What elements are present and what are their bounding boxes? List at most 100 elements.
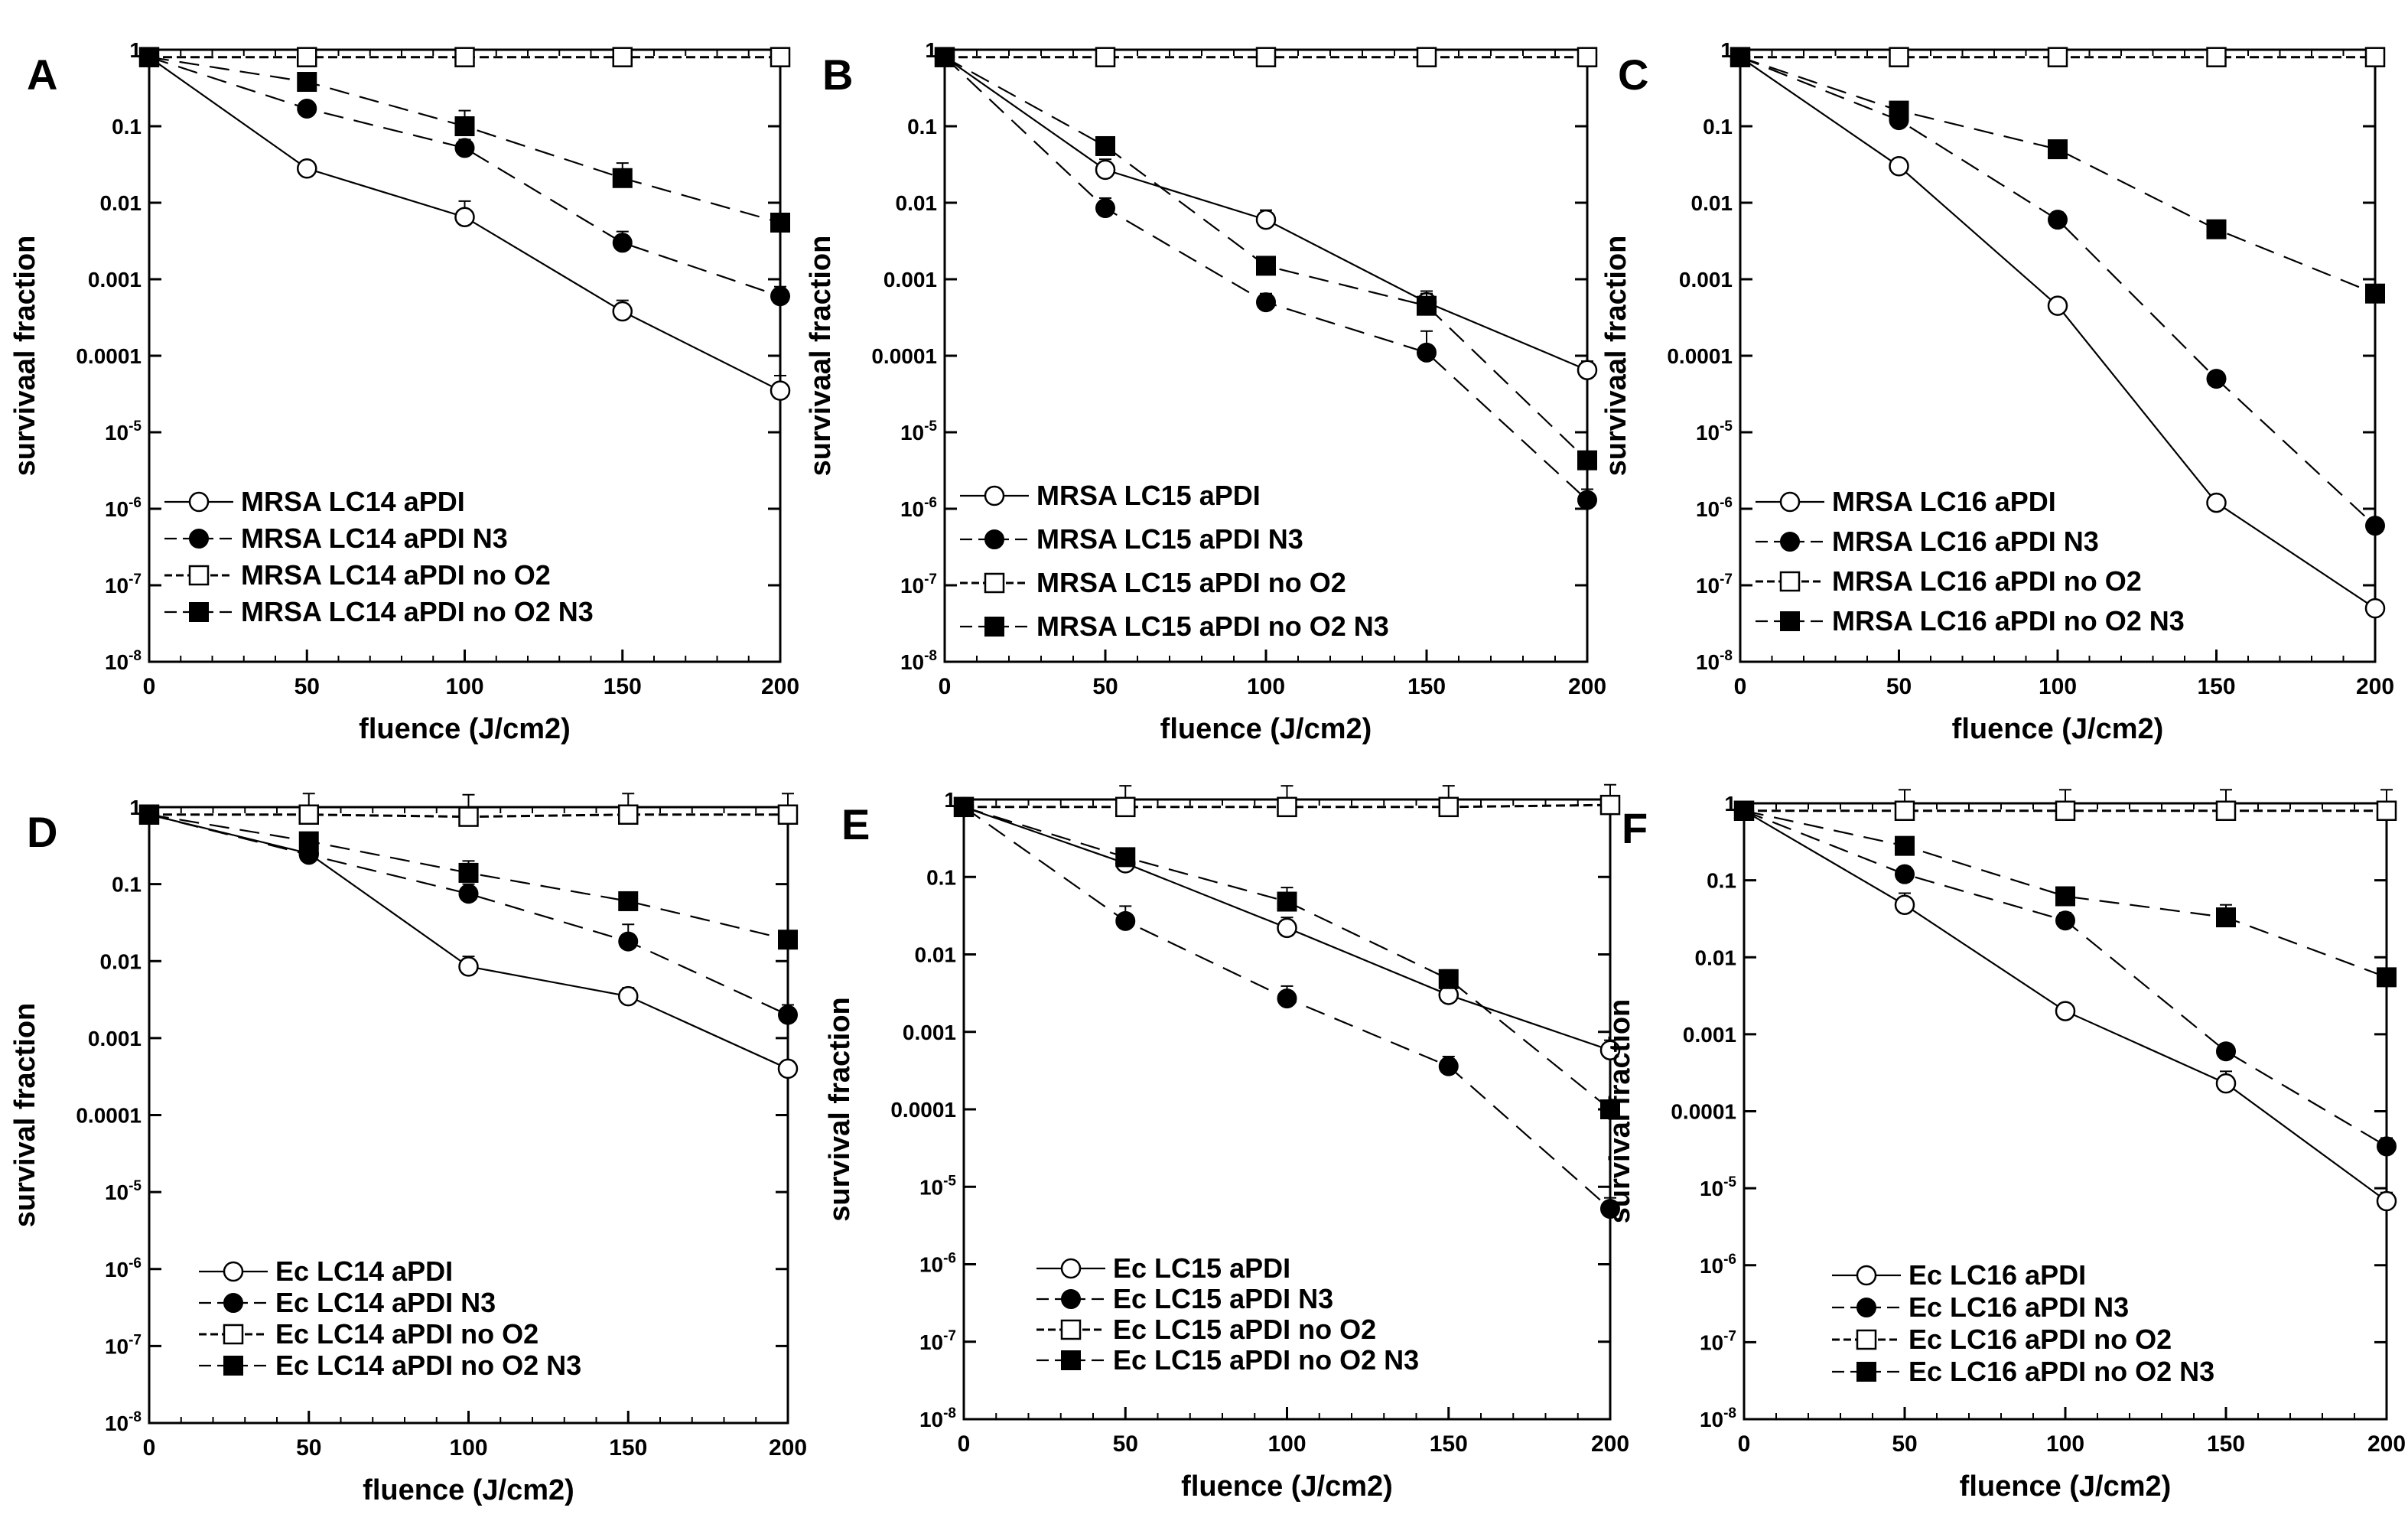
data-point [1417,295,1437,316]
series-line [1739,56,2376,295]
x-tick-label: 0 [939,674,952,699]
legend-marker [1780,532,1800,552]
data-point [1095,198,1115,219]
legend-label: MRSA LC14 aPDI no O2 [241,559,551,591]
y-axis-label: survival fraction [1604,999,1636,1224]
data-point [139,804,159,825]
chart-panel-f: F 0 50 100 150 200 1 0.1 0.01 0.001 0.0001 10-5 10-6… [1604,789,2406,1503]
data-point [2206,492,2227,513]
data-point [1600,1099,1620,1119]
x-tick-label: 50 [1113,1431,1138,1457]
data-point [618,985,639,1007]
series-3 [138,793,799,827]
series-1 [1733,800,2397,1212]
data-point [1895,835,1915,856]
x-axis-label: fluence (J/cm2) [1960,1470,2172,1503]
data-point [458,806,479,827]
data-point [1115,847,1136,868]
y-tick-label: 10-6 [900,495,937,521]
legend: MRSA LC16 aPDI MRSA LC16 aPDI N3 MRSA LC16… [1756,486,2185,637]
legend-marker [188,565,210,586]
y-axis-label: survivaal fraction [1600,236,1632,477]
data-point [2364,47,2386,67]
x-tick-label: 100 [1267,1431,1306,1457]
y-tick-label: 1 [944,788,956,812]
data-point [458,884,479,904]
legend-label: MRSA LC15 aPDI no O2 N3 [1036,611,1389,642]
x-tick-label: 50 [294,674,320,699]
y-tick-label: 0.0001 [76,1104,142,1128]
x-axis-label: fluence (J/cm2) [1160,713,1372,745]
data-point [1599,794,1621,816]
data-point [1730,47,1750,67]
data-point [1277,917,1297,939]
y-tick-label: 0.1 [926,865,956,889]
chart-panel-c: C 0 50 100 150 200 1 0.1 0.01 0.001 0.0001 10-5 10-6… [1600,38,2394,745]
data-point [1095,159,1116,181]
y-tick-label: 0.001 [1679,268,1733,291]
y-tick-label: 10-8 [919,1405,956,1431]
x-tick-label: 100 [445,674,483,699]
data-point [2377,967,2397,988]
legend-marker [223,1261,244,1282]
x-tick-label: 50 [1092,674,1118,699]
data-point [1438,1056,1459,1076]
chart-panel-d: D 0 50 100 150 200 1 0.1 0.01 0.001 0.0001 10-5 10-6… [9,793,807,1506]
y-tick-label: 0.001 [88,268,142,291]
data-point [454,116,475,136]
y-tick-label: 10-5 [1700,1174,1736,1200]
data-point [1600,1199,1620,1220]
data-point [1115,910,1136,931]
y-tick-label: 0.001 [883,268,937,291]
data-point [2215,1073,2237,1094]
legend-label: MRSA LC16 aPDI [1832,486,2056,517]
series-line [1739,56,2376,526]
data-point [778,1005,798,1025]
data-point [777,804,799,825]
x-tick-label: 100 [1247,674,1285,699]
data-point [1438,796,1459,818]
y-tick-label: 10-7 [1696,571,1733,598]
legend-marker [1856,1298,1876,1317]
legend-label: Ec LC16 aPDI N3 [1909,1291,2129,1323]
data-point [618,891,639,911]
legend-marker [1856,1362,1876,1382]
legend-label: Ec LC16 aPDI [1909,1259,2086,1291]
legend-label: Ec LC16 aPDI no O2 N3 [1909,1356,2214,1387]
legend-marker [189,602,209,622]
data-point [1889,100,1909,121]
x-tick-label: 0 [143,1435,156,1460]
data-point [1255,209,1277,230]
legend-marker [1779,571,1801,592]
data-point [1417,342,1437,363]
x-tick-label: 0 [143,674,156,699]
y-tick-label: 1 [129,796,142,819]
data-point [454,47,475,67]
data-point [777,1058,799,1079]
data-point [770,286,790,307]
y-tick-label: 10-7 [105,1332,142,1358]
data-point [1255,47,1277,67]
data-point [2055,910,2075,931]
legend-marker [984,572,1005,594]
series-2 [954,796,1620,1220]
panel-letter: C [1618,50,1648,99]
y-tick-label: 0.0001 [871,344,937,368]
y-tick-label: 0.01 [915,943,957,967]
y-tick-label: 10-6 [1696,495,1733,521]
legend-label: Ec LC14 aPDI N3 [275,1287,496,1318]
data-point [298,804,319,825]
y-tick-label: 10-5 [900,418,937,444]
data-point [139,47,159,67]
data-point [2215,800,2237,822]
series-4 [1734,800,2397,988]
data-point [454,138,475,158]
data-point [2216,1041,2236,1062]
data-point [1895,864,1915,884]
data-point [2055,886,2075,907]
legend-label: Ec LC15 aPDI no O2 N3 [1113,1344,1419,1376]
data-point [297,158,317,179]
